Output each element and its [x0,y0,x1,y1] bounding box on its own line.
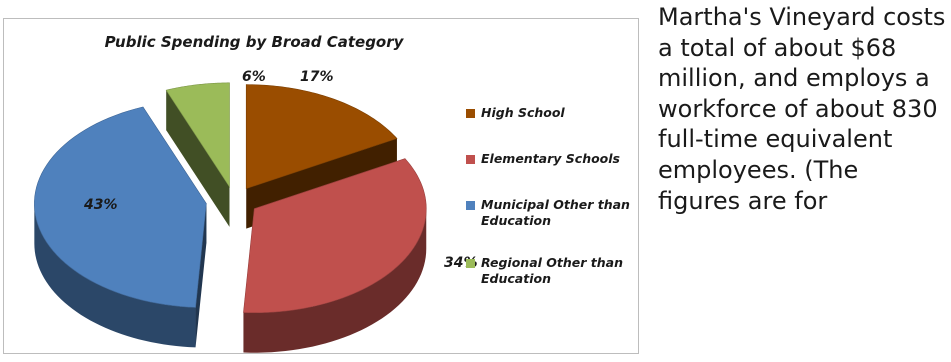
legend-swatch [466,259,475,268]
legend-item: Municipal Other than Education [466,197,636,229]
pie-data-label: 17% [300,69,334,85]
pie-data-label: 43% [84,197,118,213]
pie-tops [34,82,427,314]
legend-item: High School [466,105,636,121]
pie-wall-municipal-other-than-education-0 [195,203,207,348]
legend-label: Municipal Other than Education [481,197,630,228]
pie-side-elementary-schools-0 [243,208,427,353]
pie-slice-elementary-schools [243,158,427,314]
legend-label: Elementary Schools [481,151,620,166]
pie-slice-high-school [245,84,398,190]
pie-slice-regional-other-than-education [165,82,230,188]
legend-label: High School [481,105,565,120]
legend-swatch [466,109,475,118]
body-paragraph: Martha's Vineyard costs a total of about… [658,3,946,215]
chart-title: Public Spending by Broad Category [104,33,404,51]
pie-chart [34,82,427,353]
chart-container: Public Spending by Broad Category 17% 34%… [3,18,639,354]
pie-data-label: 6% [242,69,266,85]
pie-side-municipal-other-than-education-0 [34,203,196,348]
legend-item: Elementary Schools [466,151,636,167]
legend-swatch [466,201,475,210]
legend-swatch [466,155,475,164]
pie-slice-municipal-other-than-education [34,106,207,308]
pie-wall-regional-other-than-education-0 [166,90,230,227]
legend-item: Regional Other than Education [466,255,636,287]
legend-label: Regional Other than Education [481,255,623,286]
